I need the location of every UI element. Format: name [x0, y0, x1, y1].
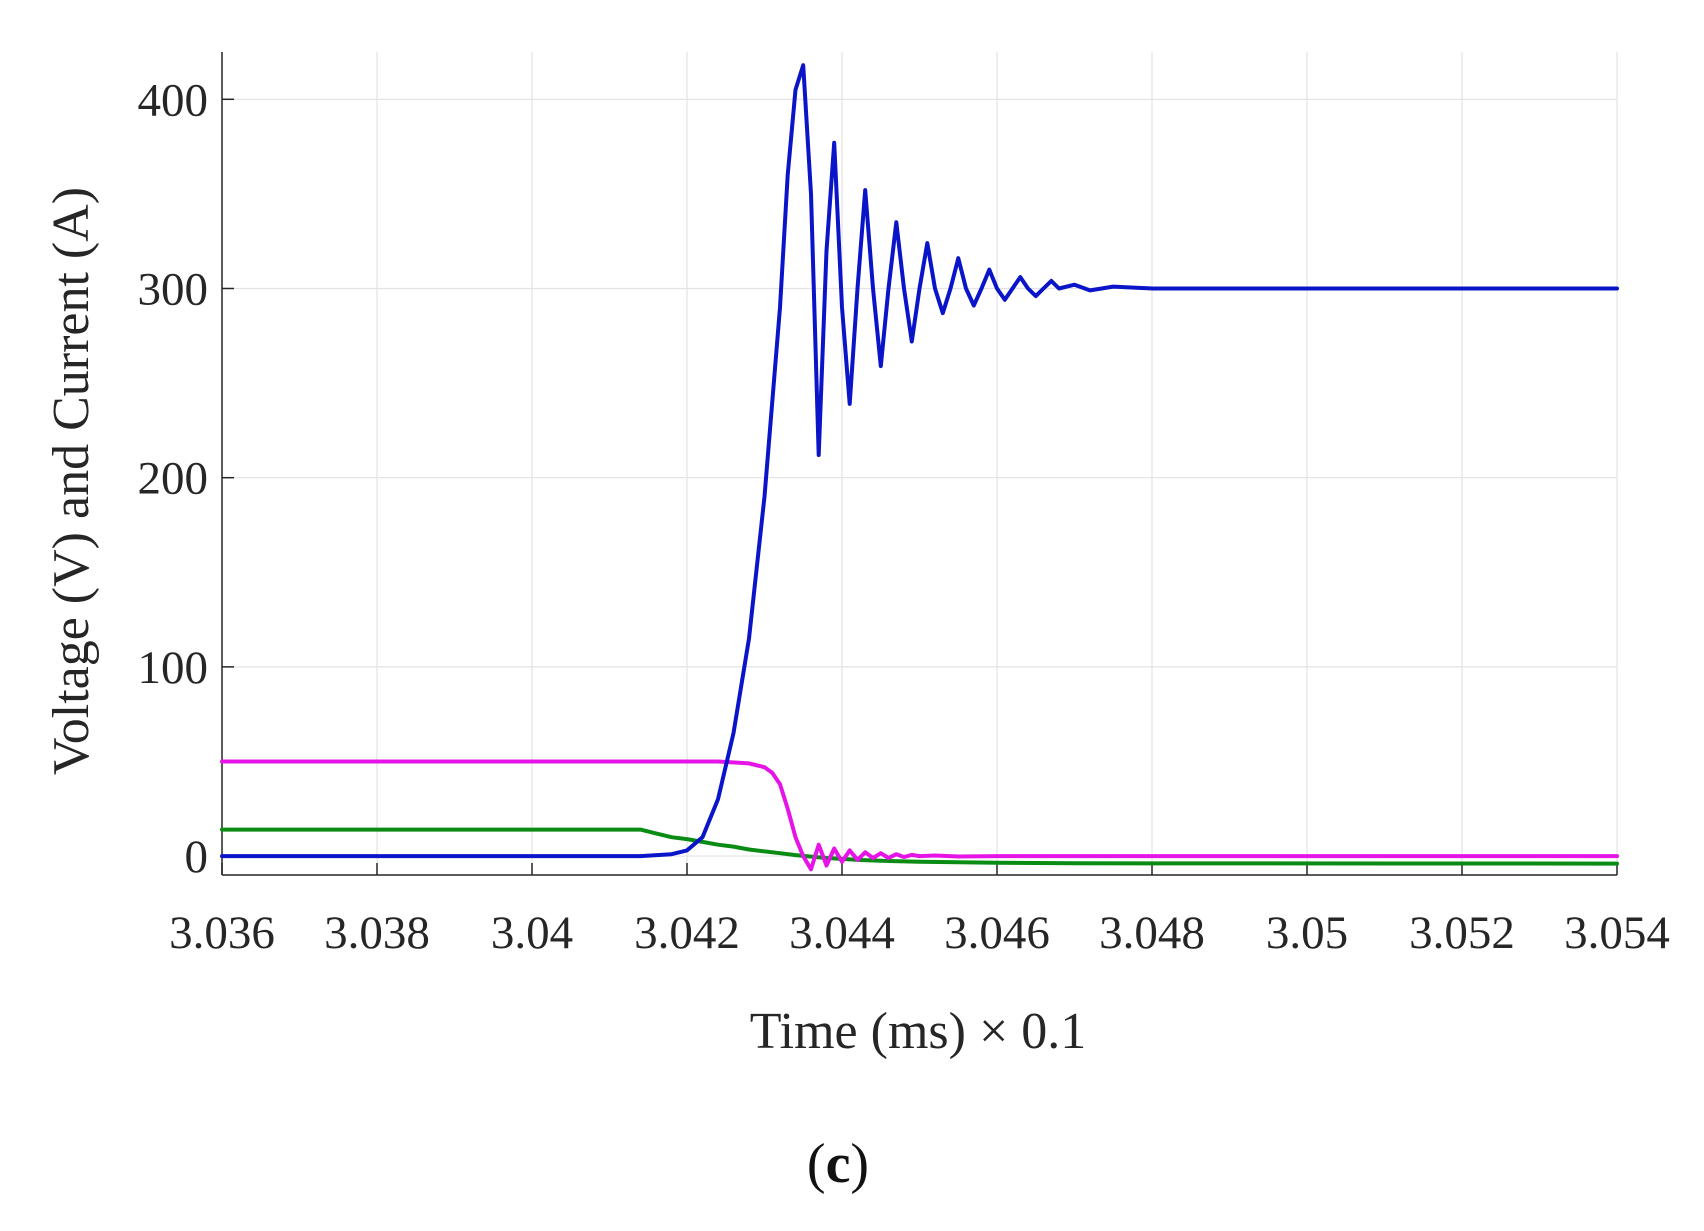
x-axis-title: Time (ms) × 0.1 [750, 1003, 1087, 1060]
x-tick-label: 3.042 [634, 907, 740, 959]
x-tick-label: 3.046 [944, 907, 1050, 959]
series-line-2 [220, 759, 1619, 872]
panel-label-open: ( [807, 1133, 826, 1195]
y-tick-label: 300 [138, 263, 209, 315]
y-tick-label: 200 [138, 453, 209, 505]
y-tick-label: 400 [138, 74, 209, 126]
series-line-3 [220, 827, 1619, 866]
y-axis-title: Voltage (V) and Current (A) [43, 187, 100, 775]
x-tick-label: 3.044 [789, 907, 895, 959]
y-tick-label: 100 [138, 642, 209, 694]
y-tick-label: 0 [185, 831, 209, 883]
panel-label: (c) [807, 1133, 869, 1195]
series-lines [220, 63, 1619, 872]
panel-label-close: ) [850, 1133, 869, 1195]
x-tick-label: 3.05 [1266, 907, 1348, 959]
panel-label-letter: c [826, 1133, 851, 1195]
series-line-1 [220, 63, 1619, 859]
x-tick-label: 3.054 [1564, 907, 1670, 959]
x-tick-label: 3.04 [491, 907, 573, 959]
x-tick-label: 3.048 [1099, 907, 1205, 959]
x-tick-label: 3.052 [1409, 907, 1515, 959]
plot-area [222, 52, 1617, 875]
x-tick-labels: 3.036 3.038 3.04 3.042 3.044 3.046 3.048 3.05 3.… [169, 907, 1670, 959]
x-tick-label: 3.038 [324, 907, 430, 959]
x-tick-label: 3.036 [169, 907, 275, 959]
y-tick-labels: 0 100 200 300 400 [138, 74, 209, 883]
